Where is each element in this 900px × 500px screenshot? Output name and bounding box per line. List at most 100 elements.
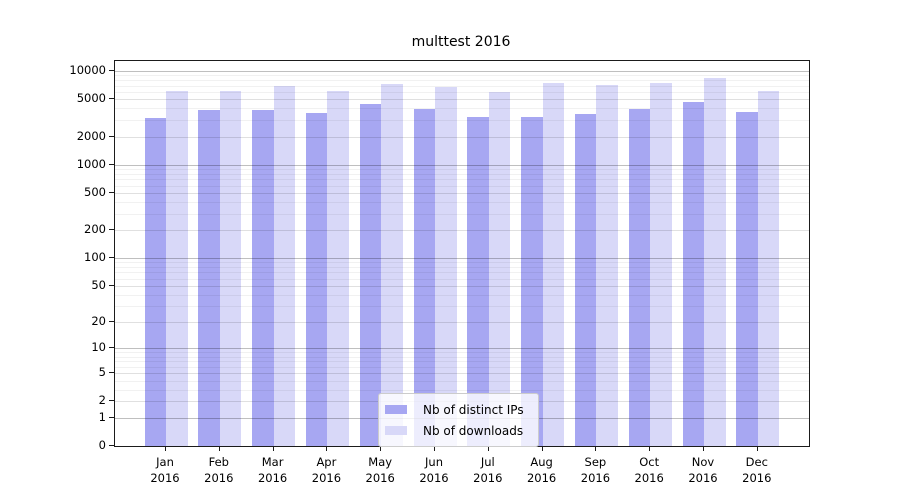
y-tick-mark-2 [109,400,114,402]
x-tick-mark-jul [487,446,489,451]
y-tick-label-10: 10 [91,340,106,355]
bar-distinct-ips-jul [467,116,489,446]
x-tick-mark-mar [272,446,274,451]
bar-distinct-ips-feb [198,109,220,446]
year-label: 2016 [311,471,342,485]
y-tick-label-100: 100 [84,250,106,265]
y-tick-label-10000: 10000 [69,62,106,77]
x-tick-mark-oct [649,446,651,451]
bar-distinct-ips-jan [144,118,166,446]
x-tick-mark-sep [595,446,597,451]
year-label: 2016 [526,471,557,485]
y-tick-label-5000: 5000 [76,91,106,106]
month-label: Aug [530,455,553,469]
year-label: 2016 [257,471,288,485]
legend-item-downloads: Nb of downloads [385,420,524,441]
x-tick-label-jul: Jul 2016 [456,454,520,486]
y-tick-label-5: 5 [98,365,106,380]
year-label: 2016 [204,471,234,485]
month-label: Mar [261,455,284,469]
x-tick-label-feb: Feb 2016 [187,454,251,486]
x-tick-mark-jan [165,446,166,451]
y-tick-mark-0 [109,445,114,446]
x-tick-label-nov: Nov 2016 [671,454,735,486]
bar-distinct-ips-jun [413,109,435,446]
year-label: 2016 [365,471,395,485]
month-label: Jun [425,455,443,469]
bar-downloads-dec [757,91,780,446]
x-tick-mark-aug [541,446,543,451]
y-tick-mark-10000 [109,70,114,71]
y-tick-label-500: 500 [84,184,106,199]
x-tick-label-aug: Aug 2016 [510,454,574,486]
legend-label-downloads: Nb of downloads [423,423,524,438]
y-tick-label-2: 2 [98,393,106,408]
bar-distinct-ips-aug [521,116,543,446]
y-tick-label-1000: 1000 [76,156,106,171]
year-label: 2016 [580,471,611,485]
year-label: 2016 [634,471,664,485]
bar-distinct-ips-nov [682,101,704,446]
y-tick-mark-10 [109,347,114,349]
year-label: 2016 [419,471,449,485]
y-tick-label-2000: 2000 [76,128,106,143]
x-tick-label-sep: Sep 2016 [563,454,627,486]
bar-downloads-aug [542,82,565,446]
month-label: Jul [480,455,495,469]
bar-downloads-jul [488,91,511,446]
month-label: May [368,455,393,469]
bar-downloads-mar [273,86,296,446]
x-tick-mark-dec [756,446,758,451]
y-tick-label-50: 50 [91,277,106,292]
x-tick-mark-nov [703,446,704,451]
bar-downloads-nov [704,77,726,446]
bar-downloads-may [381,83,403,446]
y-tick-mark-500 [109,191,114,193]
legend-label-distinct-ips: Nb of distinct IPs [423,402,524,417]
x-tick-label-mar: Mar 2016 [241,454,305,486]
bar-downloads-sep [596,84,618,446]
y-tick-mark-200 [109,229,114,231]
bar-downloads-oct [650,82,672,446]
y-tick-label-0: 0 [98,438,106,452]
x-tick-mark-jun [434,446,435,451]
month-label: Feb [208,455,229,469]
plot-area: Nb of distinct IPs Nb of downloads [114,60,810,447]
y-tick-mark-2000 [109,135,114,137]
y-tick-label-1: 1 [98,409,106,424]
x-tick-label-jun: Jun 2016 [402,454,466,486]
legend-swatch-downloads [385,426,407,435]
year-label: 2016 [150,471,180,485]
y-tick-mark-5 [109,372,114,373]
bar-distinct-ips-oct [628,109,651,446]
month-label: Nov [691,455,715,469]
x-tick-mark-apr [326,446,328,451]
month-label: Oct [639,455,660,469]
legend-swatch-distinct-ips [385,405,407,414]
y-tick-label-200: 200 [84,222,106,237]
bar-downloads-jun [435,86,457,446]
bar-distinct-ips-dec [736,112,758,446]
x-tick-label-may: May 2016 [348,454,412,486]
legend: Nb of distinct IPs Nb of downloads [378,393,539,447]
bar-downloads-apr [327,91,349,446]
year-label: 2016 [742,471,772,485]
y-tick-mark-1000 [109,163,114,165]
x-tick-label-oct: Oct 2016 [617,454,681,486]
x-tick-label-dec: Dec 2016 [725,454,789,486]
bar-downloads-jan [166,91,188,446]
year-label: 2016 [473,471,503,485]
bar-distinct-ips-apr [305,113,328,446]
y-tick-mark-100 [109,257,114,259]
x-tick-label-apr: Apr 2016 [294,454,358,486]
bar-downloads-feb [219,91,242,446]
x-tick-label-jan: Jan 2016 [133,454,197,486]
year-label: 2016 [688,471,718,485]
month-label: Sep [584,455,607,469]
chart-title: multtest 2016 [411,34,511,50]
month-label: Apr [316,455,337,469]
legend-item-distinct-ips: Nb of distinct IPs [385,399,524,420]
y-tick-label-20: 20 [91,314,106,329]
bar-distinct-ips-sep [574,113,597,446]
